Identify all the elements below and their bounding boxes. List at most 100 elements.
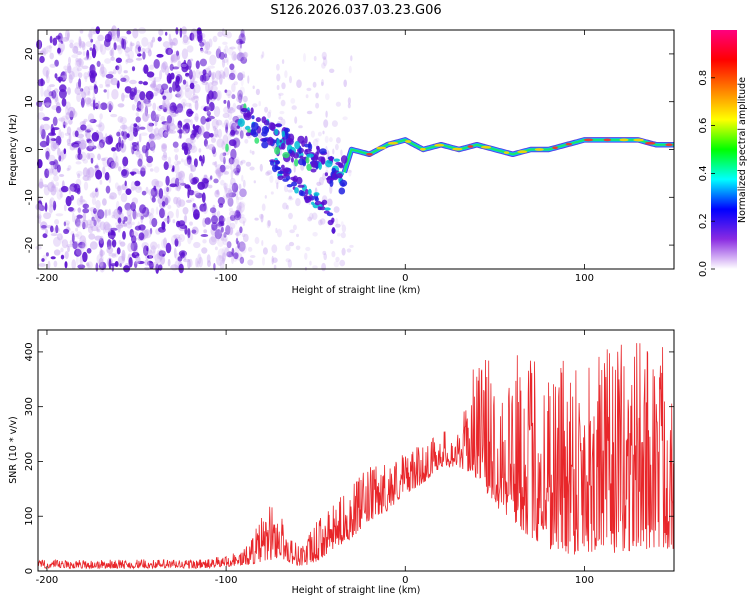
- spectrogram-noise-blob: [154, 120, 158, 127]
- spectrogram-noise-blob: [173, 160, 181, 166]
- spectrogram-noise-blob: [91, 145, 97, 150]
- spectrogram-noise-blob: [215, 119, 223, 126]
- spectrogram-ridge-blob: [283, 127, 290, 133]
- spectrogram-noise-blob: [156, 53, 164, 58]
- spectrogram-noise-blob: [321, 79, 324, 86]
- spectrogram-noise-blob: [214, 79, 218, 84]
- spectrogram-ridge-blob: [336, 173, 343, 179]
- spectrogram-noise-blob: [72, 241, 78, 250]
- spectrogram-noise-blob: [342, 116, 348, 121]
- spectrogram-noise-blob: [185, 72, 190, 77]
- spectrogram-noise-blob: [203, 138, 208, 147]
- spectrogram-ridge-blob: [318, 161, 322, 170]
- spectrogram-noise-blob: [102, 198, 107, 206]
- spectrogram-noise-blob: [99, 140, 105, 148]
- spectrogram-noise-blob: [192, 70, 196, 81]
- spectrogram-ridge-blob: [341, 182, 345, 187]
- spectrogram-noise-blob: [40, 86, 44, 97]
- spectrogram-noise-blob: [121, 38, 125, 49]
- spectrogram-noise-blob: [333, 261, 339, 268]
- spectrogram-noise-blob: [238, 241, 246, 252]
- spectrogram-noise-blob: [192, 95, 199, 99]
- spectrogram-noise-blob: [135, 116, 141, 123]
- spectrogram-noise-blob: [57, 47, 61, 54]
- spectrogram-noise-blob: [80, 97, 85, 108]
- spectrogram-noise-blob: [187, 259, 191, 269]
- spectrogram-noise-blob: [166, 215, 170, 224]
- spectrogram-noise-blob: [171, 55, 178, 62]
- spectrogram-noise-blob: [142, 112, 149, 122]
- spectrogram-noise-blob: [311, 212, 318, 220]
- spectrogram-noise-blob: [51, 90, 57, 99]
- spectrogram-noise-blob: [76, 93, 82, 103]
- spectrogram-noise-blob: [261, 203, 266, 211]
- spectrogram-noise-blob: [37, 50, 44, 55]
- spectrogram-noise-blob: [321, 62, 326, 69]
- spectrogram-noise-blob: [145, 186, 149, 194]
- spectrogram-noise-blob: [92, 216, 100, 227]
- spectrogram-noise-blob: [208, 101, 215, 112]
- spectrogram-noise-blob: [247, 75, 250, 84]
- spectrogram-noise-blob: [140, 132, 148, 136]
- spectrogram-noise-blob: [232, 210, 237, 216]
- spectrogram-noise-blob: [278, 93, 282, 100]
- spectrogram-noise-blob: [225, 226, 231, 234]
- spectrogram-noise-blob: [213, 178, 219, 184]
- spectrogram-noise-blob: [254, 217, 259, 221]
- spectrogram-noise-blob: [121, 169, 127, 177]
- spectrogram-noise-blob: [83, 86, 91, 96]
- spectrogram-branch-blob: [321, 199, 328, 205]
- spectrogram-noise-blob: [116, 45, 122, 50]
- spectrogram-noise-blob: [45, 228, 49, 235]
- spectrogram-noise-blob: [86, 138, 92, 142]
- spectrogram-noise-blob: [227, 47, 234, 56]
- spectrogram-noise-blob: [105, 84, 111, 88]
- spectrogram-noise-blob: [46, 167, 54, 176]
- spectrogram-ridge-blob: [325, 159, 333, 168]
- spectrogram-noise-blob: [47, 181, 55, 193]
- spectrogram-noise-blob: [99, 113, 103, 120]
- snr-y-ticks: 0 100 200 300 400: [24, 342, 674, 574]
- spectrogram-noise-blob: [238, 183, 242, 191]
- spectrogram-noise-blob: [287, 259, 292, 268]
- spectrogram-noise-blob: [196, 260, 200, 268]
- spectrogram-noise-blob: [113, 42, 117, 51]
- spectrogram-branch-blob: [277, 175, 284, 181]
- spectrogram-noise-blob: [60, 185, 69, 193]
- spectrogram-branch-blob: [270, 160, 275, 166]
- spectrogram-y-tick-label: -10: [24, 189, 35, 205]
- spectrogram-noise-blob: [176, 160, 182, 165]
- spectrogram-noise-blob: [135, 255, 141, 264]
- spectrogram-noise-blob: [141, 190, 147, 196]
- spectrogram-noise-blob: [103, 89, 107, 93]
- spectrogram-noise-blob: [279, 148, 282, 156]
- spectrogram-noise-blob: [115, 155, 119, 167]
- spectrogram-noise-blob: [82, 120, 86, 125]
- spectrogram-noise-blob: [97, 34, 104, 42]
- spectrogram-noise-blob: [165, 47, 173, 56]
- spectrogram-noise-blob: [220, 179, 225, 186]
- spectrogram-noise-blob: [130, 240, 138, 252]
- spectrogram-noise-blob: [75, 57, 80, 63]
- spectrogram-noise-blob: [233, 81, 238, 86]
- spectrogram-noise-blob: [229, 222, 236, 229]
- spectrogram-noise-blob: [155, 262, 163, 269]
- spectrogram-noise-blob: [231, 51, 237, 61]
- spectrogram-noise-blob: [102, 136, 107, 143]
- spectrogram-noise-blob: [153, 76, 161, 83]
- spectrogram-noise-blob: [178, 234, 186, 243]
- spectrogram-noise-blob: [63, 121, 66, 129]
- spectrogram-noise-blob: [260, 213, 264, 223]
- spectrogram-noise-blob: [105, 73, 114, 79]
- spectrogram-ridge-blob: [304, 135, 308, 144]
- spectrogram-noise-blob: [143, 98, 151, 105]
- spectrogram-noise-blob: [66, 167, 70, 172]
- spectrogram-noise-blob: [239, 201, 242, 210]
- snr-panel: -200 -100 0 100 0 100 200 300 400 Height of str…: [8, 329, 675, 596]
- spectrogram-noise-blob: [215, 90, 222, 101]
- spectrogram-noise-blob: [228, 192, 237, 198]
- spectrogram-noise-blob: [181, 98, 187, 107]
- spectrogram-noise-blob: [74, 86, 83, 95]
- spectrogram-noise-blob: [149, 64, 155, 70]
- spectrogram-noise-blob: [76, 197, 82, 206]
